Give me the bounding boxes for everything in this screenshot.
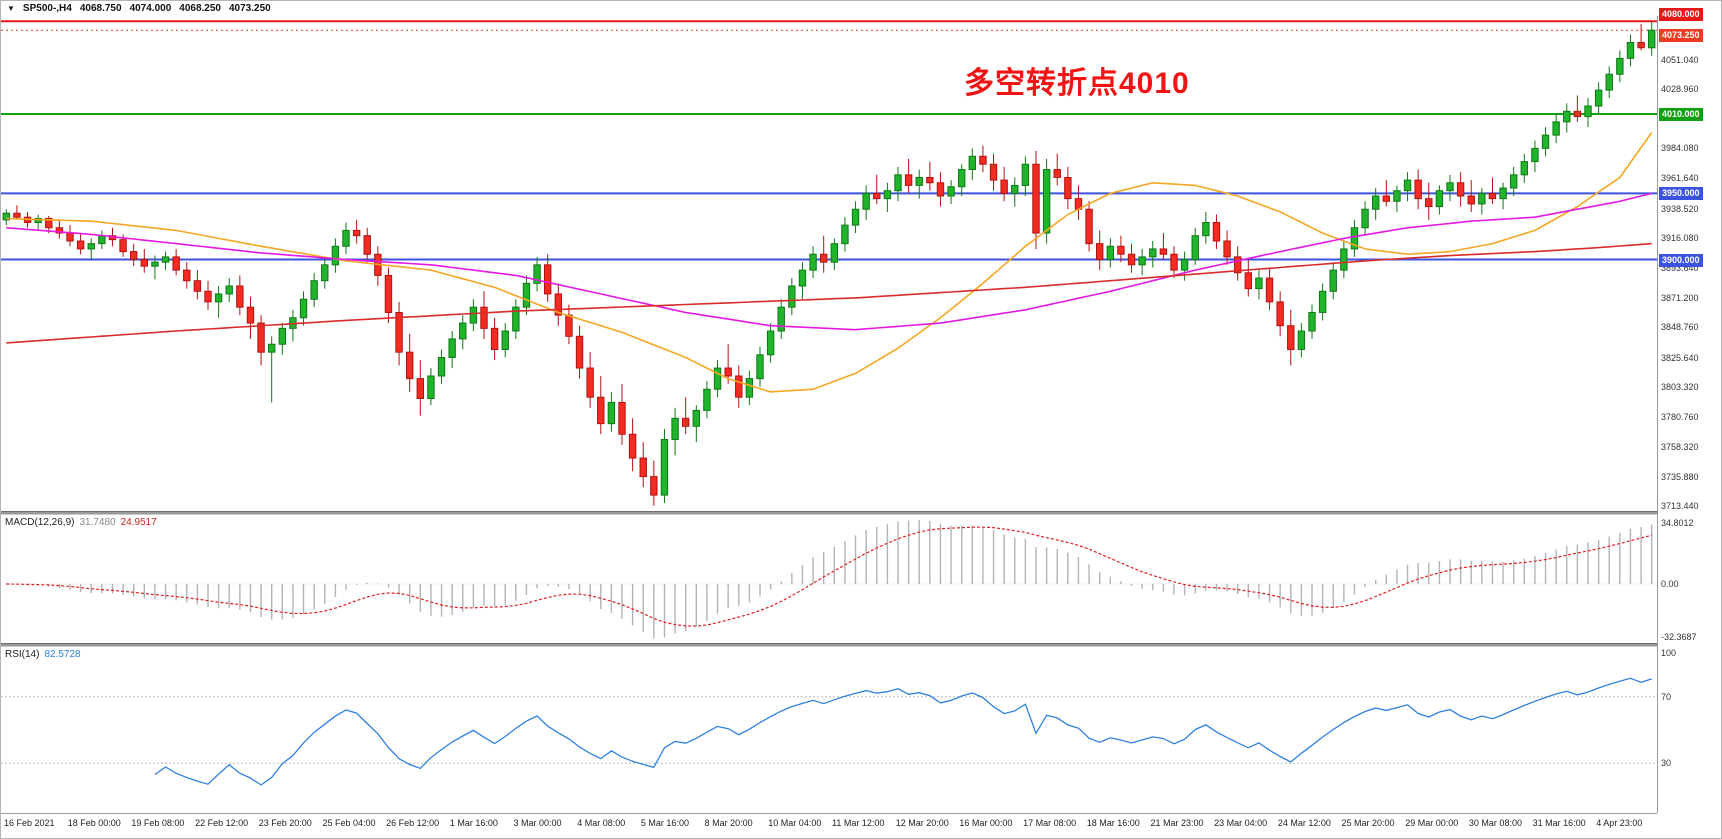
time-axis-label: 23 Mar 04:00 (1214, 818, 1268, 828)
macd-main-value: 31.7480 (79, 517, 116, 528)
price-tick-label: 3893.640 (1661, 262, 1699, 273)
macd-panel[interactable]: MACD(12,26,9) 31.7480 24.9517 (1, 515, 1657, 643)
symbol-timeframe: SP500-,H4 (22, 3, 72, 14)
time-axis-label: 18 Mar 16:00 (1086, 818, 1140, 828)
ma-slow-red (6, 242, 1652, 344)
axis-separator (1657, 1, 1658, 813)
price-tick-label: 4051.040 (1661, 54, 1699, 65)
time-axis-label: 30 Mar 08:00 (1468, 818, 1522, 828)
macd-label: MACD(12,26,9) 31.7480 24.9517 (5, 517, 157, 528)
price-level-badge: 4010.000 (1659, 107, 1703, 121)
time-axis-label: 4 Apr 23:00 (1596, 818, 1643, 828)
time-axis-label: 5 Mar 16:00 (640, 818, 689, 828)
macd-signal-value: 24.9517 (120, 517, 157, 528)
time-axis-label: 16 Mar 00:00 (959, 818, 1013, 828)
price-tick-label: 3758.320 (1661, 442, 1699, 453)
time-axis-label: 11 Mar 12:00 (832, 818, 885, 828)
price-level-badge: 3900.000 (1659, 253, 1703, 267)
time-axis-label: 1 Mar 16:00 (449, 818, 498, 828)
time-axis-label: 12 Mar 20:00 (895, 818, 949, 828)
price-tick-label: 3780.760 (1661, 412, 1699, 423)
price-level-badge: 4080.000 (1659, 8, 1703, 22)
rsi-axis-label: 30 (1661, 758, 1672, 769)
time-axis-label: 29 Mar 00:00 (1405, 818, 1459, 828)
time-axis-label: 23 Feb 20:00 (258, 818, 312, 828)
rsi-value: 82.5728 (44, 649, 81, 660)
price-tick-label: 3848.760 (1661, 322, 1699, 333)
time-axis-label: 25 Mar 20:00 (1341, 818, 1395, 828)
price-tick-label: 3735.880 (1661, 471, 1699, 482)
time-axis-label: 21 Mar 23:00 (1150, 818, 1204, 828)
time-axis-label: 31 Mar 16:00 (1532, 818, 1586, 828)
time-axis-label: 26 Feb 12:00 (386, 818, 440, 828)
price-chart-panel[interactable]: 多空转折点4010 (1, 16, 1657, 511)
time-axis-label: 17 Mar 08:00 (1023, 818, 1077, 828)
candlestick-canvas[interactable] (1, 16, 1657, 511)
rsi-axis-label: 100 (1661, 648, 1677, 658)
macd-canvas[interactable] (1, 515, 1657, 643)
time-axis-label: 25 Feb 04:00 (322, 818, 376, 828)
price-tick-label: 3961.640 (1661, 172, 1699, 183)
ohlc-high: 4074.000 (129, 3, 172, 14)
ohlc-open: 4068.750 (79, 3, 122, 14)
price-tick-label: 3916.080 (1661, 233, 1699, 244)
rsi-label: RSI(14) 82.5728 (5, 649, 81, 660)
symbol-info-bar: ▼ SP500-,H4 4068.750 4074.000 4068.250 4… (1, 1, 1721, 16)
rsi-canvas[interactable] (1, 647, 1657, 813)
macd-axis-label: -32.3687 (1661, 632, 1697, 642)
price-tick-label: 3871.200 (1661, 292, 1699, 303)
rsi-line (154, 677, 1652, 786)
time-axis-label: 8 Mar 20:00 (704, 818, 753, 828)
price-tick-label: 3938.520 (1661, 203, 1699, 214)
price-scale[interactable]: 4051.040 4028.960 3984.080 3961.640 3938.520… (1658, 1, 1721, 813)
price-tick-label: 3803.320 (1661, 382, 1699, 393)
symbol-dropdown-icon[interactable]: ▼ (7, 4, 15, 13)
ma-mid-magenta (6, 192, 1652, 331)
time-axis-label: 3 Mar 00:00 (513, 818, 562, 828)
rsi-panel[interactable]: RSI(14) 82.5728 (1, 647, 1657, 813)
chart-annotation-text: 多空转折点4010 (964, 67, 1190, 100)
panel-splitter[interactable] (1, 643, 1721, 647)
macd-axis-label: 34.8012 (1661, 518, 1694, 528)
ohlc-close: 4073.250 (229, 3, 271, 14)
current-price-badge: 4073.250 (1659, 29, 1703, 43)
price-tick-label: 3984.080 (1661, 143, 1699, 154)
time-axis-label: 24 Mar 12:00 (1277, 818, 1331, 828)
price-tick-label: 3825.640 (1661, 352, 1699, 363)
rsi-axis-label: 70 (1661, 691, 1672, 702)
macd-axis-label: 0.00 (1661, 579, 1679, 590)
price-tick-label: 4028.960 (1661, 83, 1699, 94)
time-scale[interactable]: 16 Feb 2021 18 Feb 00:00 19 Feb 08:00 22 Fe… (1, 813, 1657, 838)
time-axis-label: 18 Feb 00:00 (67, 818, 121, 828)
ma-fast-orange (6, 132, 1653, 393)
time-axis-label: 4 Mar 08:00 (577, 818, 626, 828)
time-axis-label: 19 Feb 08:00 (131, 818, 185, 828)
ohlc-low: 4068.250 (179, 3, 221, 14)
panel-splitter[interactable] (1, 511, 1721, 515)
time-axis-label: 22 Feb 12:00 (195, 818, 249, 828)
price-level-badge: 3950.000 (1659, 187, 1703, 201)
macd-signal-line (6, 526, 1652, 627)
time-axis-label: 10 Mar 04:00 (768, 818, 822, 828)
time-axis-label: 16 Feb 2021 (4, 818, 55, 828)
price-tick-label: 3713.440 (1661, 501, 1699, 512)
